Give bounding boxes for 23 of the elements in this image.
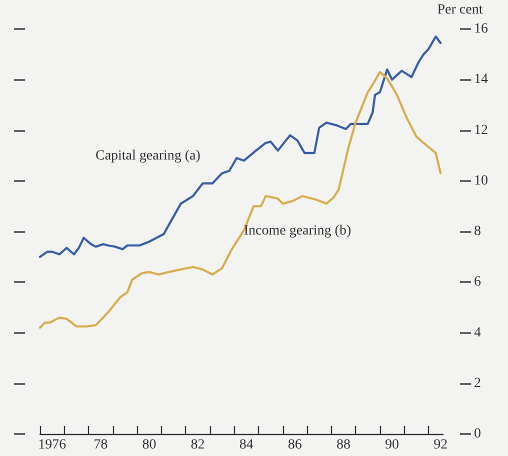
y-tick-label: 2 (474, 376, 481, 391)
y-tick-label: 4 (474, 325, 481, 340)
series-label: Capital gearing (a) (95, 148, 201, 164)
y-axis-title: Per cent (437, 2, 483, 18)
x-tick-label: 78 (94, 438, 108, 452)
x-tick-label: 86 (288, 438, 302, 452)
x-tick-label: 82 (190, 438, 205, 452)
x-tick-label: 84 (239, 438, 254, 452)
series-label: Income gearing (b) (244, 224, 352, 239)
x-tick-label: 92 (434, 438, 448, 452)
y-tick-label: 0 (474, 426, 481, 442)
y-tick-label: 8 (474, 224, 481, 239)
y-tick-label: 10 (474, 173, 488, 188)
y-tick-label: 12 (474, 122, 488, 138)
y-tick-label: 16 (474, 22, 488, 36)
x-tick-label: 88 (336, 438, 350, 452)
x-tick-label: 90 (385, 438, 400, 452)
line-series (38, 70, 442, 329)
y-tick-label: 6 (474, 274, 481, 290)
y-tick-label: 14 (474, 72, 488, 88)
line-series (38, 35, 442, 258)
x-tick-label: 80 (142, 438, 156, 452)
x-tick-label: 1976 (38, 438, 66, 452)
